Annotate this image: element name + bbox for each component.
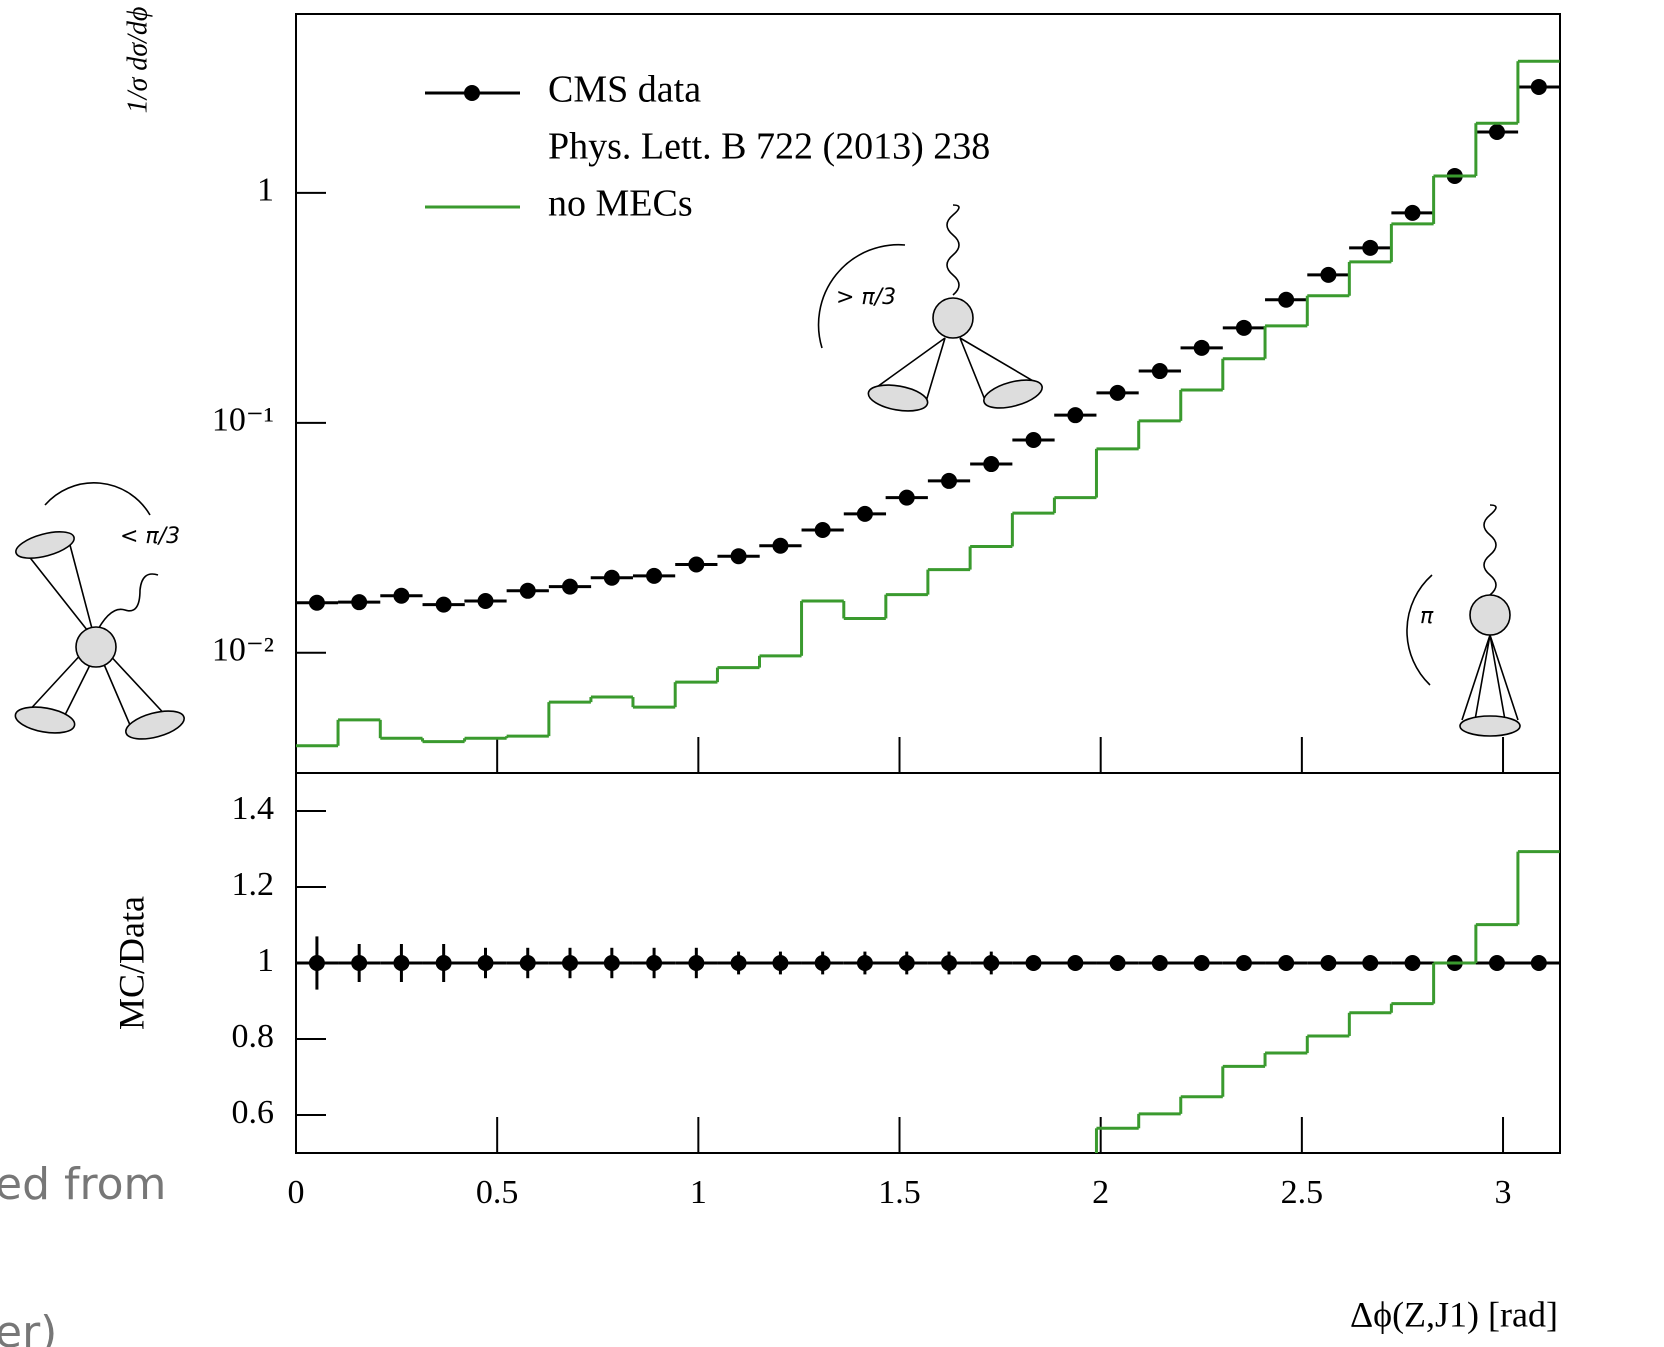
data-point xyxy=(1193,955,1210,971)
data-point xyxy=(1025,955,1042,971)
data-point xyxy=(1151,955,1168,971)
data-point xyxy=(814,955,831,971)
y-tick-label: 1.4 xyxy=(232,790,275,827)
data-point xyxy=(1362,239,1379,256)
data-point xyxy=(941,472,958,489)
diagram-back-to-back xyxy=(1406,504,1521,737)
data-point xyxy=(772,537,789,554)
legend-label: no MECs xyxy=(548,183,693,225)
annotation: π xyxy=(1420,604,1434,629)
data-point xyxy=(561,578,578,595)
data-point xyxy=(983,955,1000,971)
data-point xyxy=(1235,955,1252,971)
data-point xyxy=(393,955,410,971)
data-point xyxy=(477,955,494,971)
data-point xyxy=(351,594,368,611)
data-point xyxy=(1530,955,1547,971)
y-tick-label: 1 xyxy=(257,172,274,209)
y-tick-label: 1 xyxy=(257,942,274,979)
data-point xyxy=(772,955,789,971)
data-point xyxy=(688,556,705,573)
data-point xyxy=(1109,384,1126,401)
data-point xyxy=(308,594,325,611)
data-point xyxy=(898,489,915,506)
x-tick-label: 0 xyxy=(288,1174,305,1211)
x-tick-label: 1.5 xyxy=(878,1174,921,1211)
data-point xyxy=(898,955,915,971)
data-point xyxy=(1530,78,1547,95)
data-point xyxy=(730,548,747,565)
y-axis-label: 1/σ dσ/dϕ xyxy=(122,7,153,114)
data-point xyxy=(1320,955,1337,971)
legend-label: CMS data xyxy=(548,69,701,111)
data-point xyxy=(1109,955,1126,971)
data-point xyxy=(1488,955,1505,971)
x-tick-label: 3 xyxy=(1495,1174,1512,1211)
x-tick-label: 0.5 xyxy=(476,1174,519,1211)
data-point xyxy=(1404,204,1421,221)
data-point xyxy=(393,587,410,604)
data-point xyxy=(1320,266,1337,283)
data-point xyxy=(1362,955,1379,971)
diagram-narrow xyxy=(14,482,185,740)
data-point xyxy=(519,955,536,971)
annotation: > π/3 xyxy=(836,285,896,310)
data-point xyxy=(435,596,452,613)
data-point xyxy=(1278,955,1295,971)
data-point xyxy=(941,955,958,971)
data-point xyxy=(814,521,831,538)
data-point xyxy=(519,582,536,599)
legend-marker xyxy=(464,85,480,101)
data-point xyxy=(1235,319,1252,336)
data-point xyxy=(1278,291,1295,308)
data-point xyxy=(856,505,873,522)
data-point xyxy=(983,456,1000,473)
data-point xyxy=(1025,432,1042,449)
annotation: < π/3 xyxy=(120,524,180,549)
data-point xyxy=(688,955,705,971)
diagram-wide xyxy=(817,204,1043,412)
data-point xyxy=(646,955,663,971)
legend-note: Phys. Lett. B 722 (2013) 238 xyxy=(548,126,990,168)
data-point xyxy=(1067,407,1084,424)
y-tick-label: 1.2 xyxy=(232,866,275,903)
y-tick-label: 0.8 xyxy=(232,1018,275,1055)
data-point xyxy=(856,955,873,971)
cut-text: er) xyxy=(0,1307,57,1347)
y-tick-label: 10⁻¹ xyxy=(212,402,274,439)
plot-area xyxy=(296,59,1560,748)
data-point xyxy=(435,955,452,971)
data-point xyxy=(603,569,620,586)
data-point xyxy=(1193,339,1210,356)
x-axis-label: Δϕ(Z,J1) [rad] xyxy=(1350,1294,1558,1334)
data-point xyxy=(646,567,663,584)
plot-area xyxy=(296,850,1560,1153)
data-point xyxy=(561,955,578,971)
y-tick-label: 10⁻² xyxy=(212,632,274,669)
x-tick-label: 1 xyxy=(690,1174,707,1211)
data-point xyxy=(1404,955,1421,971)
data-point xyxy=(477,592,494,609)
data-point xyxy=(603,955,620,971)
data-point xyxy=(1151,363,1168,380)
cut-text: ed from xyxy=(0,1159,166,1210)
data-point xyxy=(1067,955,1084,971)
y-tick-label: 0.6 xyxy=(232,1094,275,1131)
y-axis-label: MC/Data xyxy=(111,896,151,1030)
x-tick-label: 2 xyxy=(1092,1174,1109,1211)
data-point xyxy=(1488,124,1505,141)
x-tick-label: 2.5 xyxy=(1281,1174,1324,1211)
data-point xyxy=(730,955,747,971)
data-point xyxy=(351,955,368,971)
data-point xyxy=(308,955,325,971)
